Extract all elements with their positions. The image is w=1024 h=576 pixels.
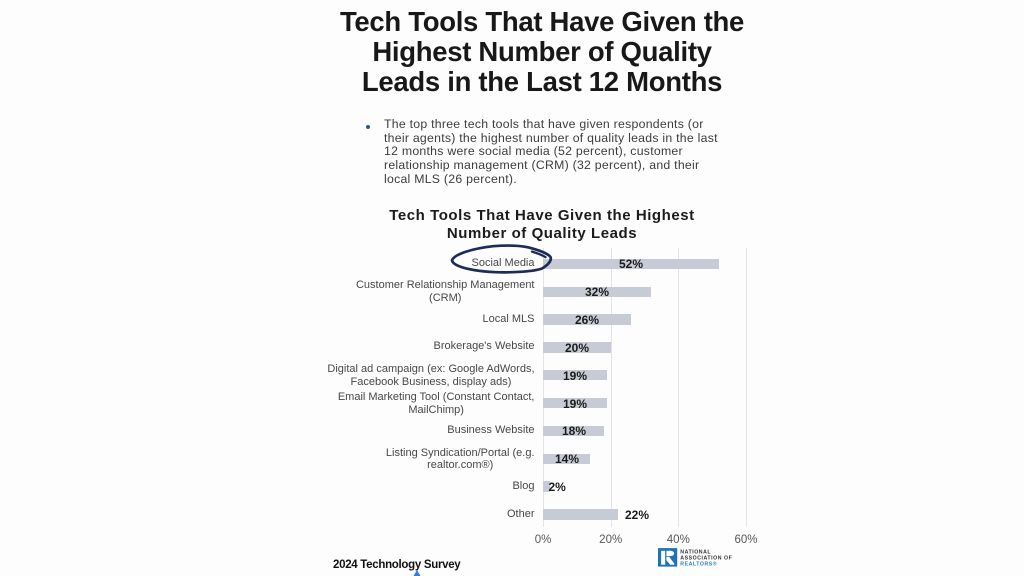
svg-text:ASSOCIATION OF: ASSOCIATION OF — [680, 556, 732, 562]
svg-text:NATIONAL: NATIONAL — [680, 549, 711, 555]
svg-text:REALTORS®: REALTORS® — [680, 561, 717, 568]
